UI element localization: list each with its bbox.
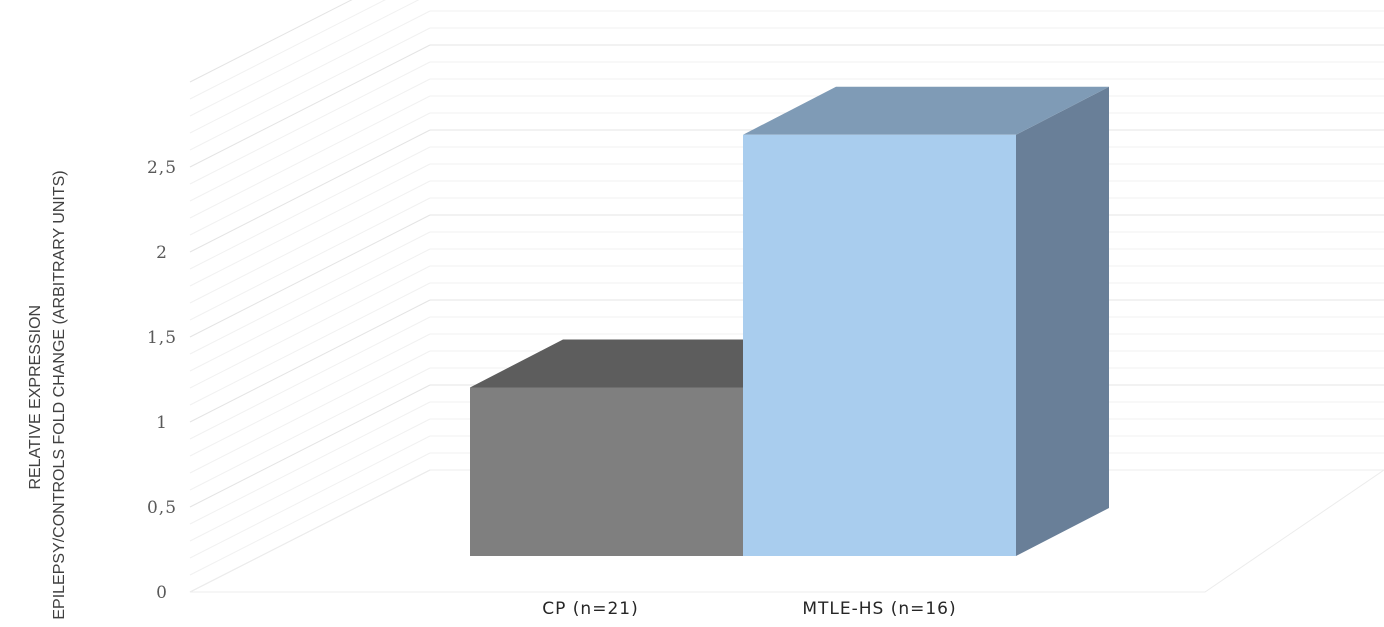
bar-front-face [470,387,743,556]
side-wall-gridline [189,350,431,474]
y-tick-label: 2,5 [147,158,177,178]
y-axis-title-line-2: EPILEPSY/CONTROLS FOLD CHANGE (ARBITRARY… [51,170,68,619]
y-tick-label: 1,5 [147,328,177,348]
y-tick-labels: 0 0,5 1 1,5 2 2,5 [147,158,177,603]
side-wall-gridline [189,163,431,287]
side-wall-gridline [189,44,431,168]
bar-top-face [743,86,1109,135]
side-wall-gridline [189,452,431,576]
side-wall-gridline [189,197,431,321]
side-wall-gridline [189,401,431,525]
y-tick-label: 1 [156,413,168,433]
side-wall-gridline [189,435,431,559]
bars-group [470,86,1109,556]
side-wall-gridline [189,0,353,83]
y-axis-title-line-1: RELATIVE EXPRESSION [27,305,44,490]
side-wall-gridline [189,95,431,219]
y-tick-label: 0,5 [147,498,177,518]
side-wall-gridline [189,316,431,440]
bar-side-face [1016,86,1109,556]
side-wall-gridline [189,367,431,491]
side-wall-gridline [189,180,431,304]
side-wall-gridline [189,0,420,117]
chart-floor [189,469,1384,593]
bar-front-face [743,134,1016,556]
side-wall-gridline [189,265,431,389]
side-wall-gridline [189,214,431,338]
floor-outline [189,469,1384,593]
side-wall-gridline [189,282,431,406]
side-wall-gridline [189,112,431,236]
side-wall-gridline [189,299,431,423]
y-axis-title: RELATIVE EXPRESSION EPILEPSY/CONTROLS FO… [27,170,68,619]
y-tick-label: 2 [156,243,168,263]
side-wall-gridline [189,146,431,270]
side-wall-gridline [189,333,431,457]
side-wall-gridline [189,248,431,372]
side-wall-gridline [189,384,431,508]
side-wall-gridline [189,61,431,185]
chart-side-wall [189,0,431,593]
x-category-label: MTLE-HS (n=16) [802,599,956,619]
side-wall-gridline [189,78,431,202]
side-wall-gridline [189,129,431,253]
side-wall-gridline [189,0,386,100]
side-wall-gridline [189,418,431,542]
bar-2 [743,86,1109,556]
x-category-labels: CP (n=21) MTLE-HS (n=16) [542,599,956,619]
side-wall-gridline [189,10,431,134]
y-tick-label: 0 [156,583,168,603]
x-category-label: CP (n=21) [542,599,638,619]
side-wall-gridline [189,27,431,151]
side-wall-gridline [189,231,431,355]
